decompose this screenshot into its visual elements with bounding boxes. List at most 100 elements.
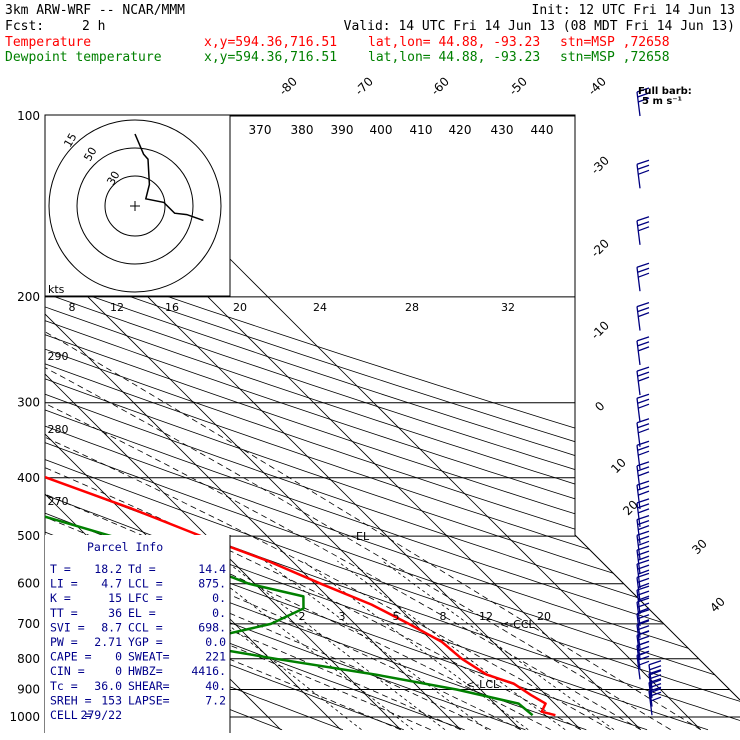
dry-adiabat [45, 115, 740, 731]
isotherm-label: -60 [428, 74, 452, 98]
parcel-row-label: HWBZ= [128, 664, 163, 678]
wind-barb-flag [648, 669, 662, 675]
dry-adiabat [45, 115, 740, 731]
wind-barb-flag [637, 590, 650, 596]
legend: Temperature x,y=594.36,716.51 lat,lon= 44.… [5, 35, 670, 65]
wind-barb [648, 669, 662, 698]
wind-barb-flag [636, 640, 650, 647]
wind-barb-staff [636, 602, 641, 627]
parcel-row-label: CCL = [128, 620, 163, 634]
hodograph-speed-label: 32 [501, 301, 515, 314]
wind-barb-flag [636, 609, 650, 615]
pressure-label: 300 [17, 396, 40, 410]
isotherm-label: -10 [588, 318, 612, 342]
wind-barb-flag [637, 519, 650, 526]
legend-series-name: Dewpoint temperature [5, 50, 162, 65]
wind-barb-flag [637, 660, 650, 666]
moist-adiabat [45, 296, 551, 731]
parcel-row-label: SWEAT= [128, 650, 170, 664]
lcl-label: <-LCL [466, 678, 500, 691]
wind-barb-flag [637, 306, 650, 313]
hodograph-trace [134, 133, 204, 222]
wind-barb-flag [637, 485, 650, 491]
wind-barb [636, 336, 650, 365]
wind-barb [636, 559, 650, 589]
dry-adiabat [45, 115, 740, 731]
parcel-row-value: 279/22 [80, 708, 122, 722]
wind-barb-staff [636, 398, 641, 423]
isotherm-label: 30 [689, 536, 710, 557]
wind-barb-flag [636, 530, 650, 536]
wind-barb-flag [637, 471, 650, 477]
parcel-row-value: 0 [115, 664, 122, 678]
wind-barb-flag [636, 366, 650, 372]
wind-barb-flag [636, 620, 650, 626]
wind-barb-flag [649, 696, 662, 702]
wind-barb [636, 159, 650, 189]
theta-label: 400 [370, 123, 393, 137]
wind-barb-staff [648, 682, 653, 707]
wind-barb [636, 650, 650, 680]
wind-barb-flag [636, 159, 650, 165]
isotherm-label: -80 [276, 74, 300, 98]
parcel-row-label: LFC = [128, 591, 163, 605]
wind-barb-flag [648, 677, 662, 684]
parcel-row-label: LAPSE= [128, 693, 170, 707]
parcel-row-value: 4.7 [101, 577, 122, 591]
parcel-row-value: 18.2 [94, 562, 122, 576]
wind-barb [648, 686, 662, 716]
wind-barb-flag [637, 371, 650, 377]
hodograph-ring-label: 30 [104, 169, 122, 188]
parcel-info-panel: Parcel Info T = 18.2 Td = 14.4 LI = 4.7 LCL = 8… [45, 535, 231, 733]
wind-barb [636, 87, 650, 117]
wind-barb-flag [637, 582, 650, 589]
parcel-row-label: LCL = [128, 577, 163, 591]
wind-barb-flag [637, 524, 650, 531]
parcel-row-label: SHEAR= [128, 679, 170, 693]
parcel-row-value: 0 [115, 650, 122, 664]
parcel-row-label: YGP = [128, 635, 163, 649]
wind-barb-flag [636, 597, 650, 603]
wind-barb-flag [648, 660, 662, 666]
legend-latlon: lat,lon= 44.88, -93.23 [368, 35, 540, 50]
wind-barb-flag [636, 514, 650, 521]
wind-barb-staff [636, 535, 641, 560]
pressure-label: 800 [17, 652, 40, 666]
wind-barb [648, 677, 662, 707]
el-label: EL [356, 530, 370, 543]
theta-label: 380 [291, 123, 314, 137]
parcel-row-value: 0.0 [205, 635, 226, 649]
wind-barb [636, 216, 650, 245]
wind-barb-staff [636, 340, 641, 365]
hodograph-unit: kts [48, 283, 65, 296]
wind-barb-staff [636, 306, 641, 331]
wind-barb-staff [636, 220, 641, 245]
ccl-label: <-CCL [500, 618, 536, 631]
hodograph-ring [104, 175, 166, 237]
wind-barbs [636, 87, 662, 716]
wind-barb-flag [636, 440, 650, 446]
wind-barb-flag [637, 272, 650, 278]
wind-barb-flag [636, 262, 650, 268]
init-time: Init: 12 UTC Fri 14 Jun 13 [532, 3, 736, 18]
isotherm-label: 40 [707, 594, 728, 615]
mixing-ratio-label: 3 [339, 610, 346, 623]
moist-adiabat [45, 296, 581, 731]
parcel-row-label: Td = [128, 562, 156, 576]
isotherm-line [45, 115, 521, 730]
wind-barb-staff [636, 91, 641, 117]
wind-barb-flag [637, 540, 650, 546]
wind-barb-flag [636, 461, 650, 467]
dry-adiabat [45, 115, 740, 731]
wind-barb-flag [649, 682, 662, 689]
wind-barb-flag [636, 301, 650, 308]
wind-barb-flag [636, 336, 650, 342]
barb-key-units: 5 m s⁻¹ [642, 96, 682, 107]
hodograph-ring [48, 119, 222, 293]
wind-barb-flag [637, 569, 650, 575]
dry-adiabat [45, 115, 740, 731]
mixing-ratio-label: 8 [440, 610, 447, 623]
pressure-label: 900 [17, 683, 40, 697]
hodograph-ring-label: 50 [81, 145, 99, 164]
forecast-label: Fcst: [5, 19, 44, 34]
